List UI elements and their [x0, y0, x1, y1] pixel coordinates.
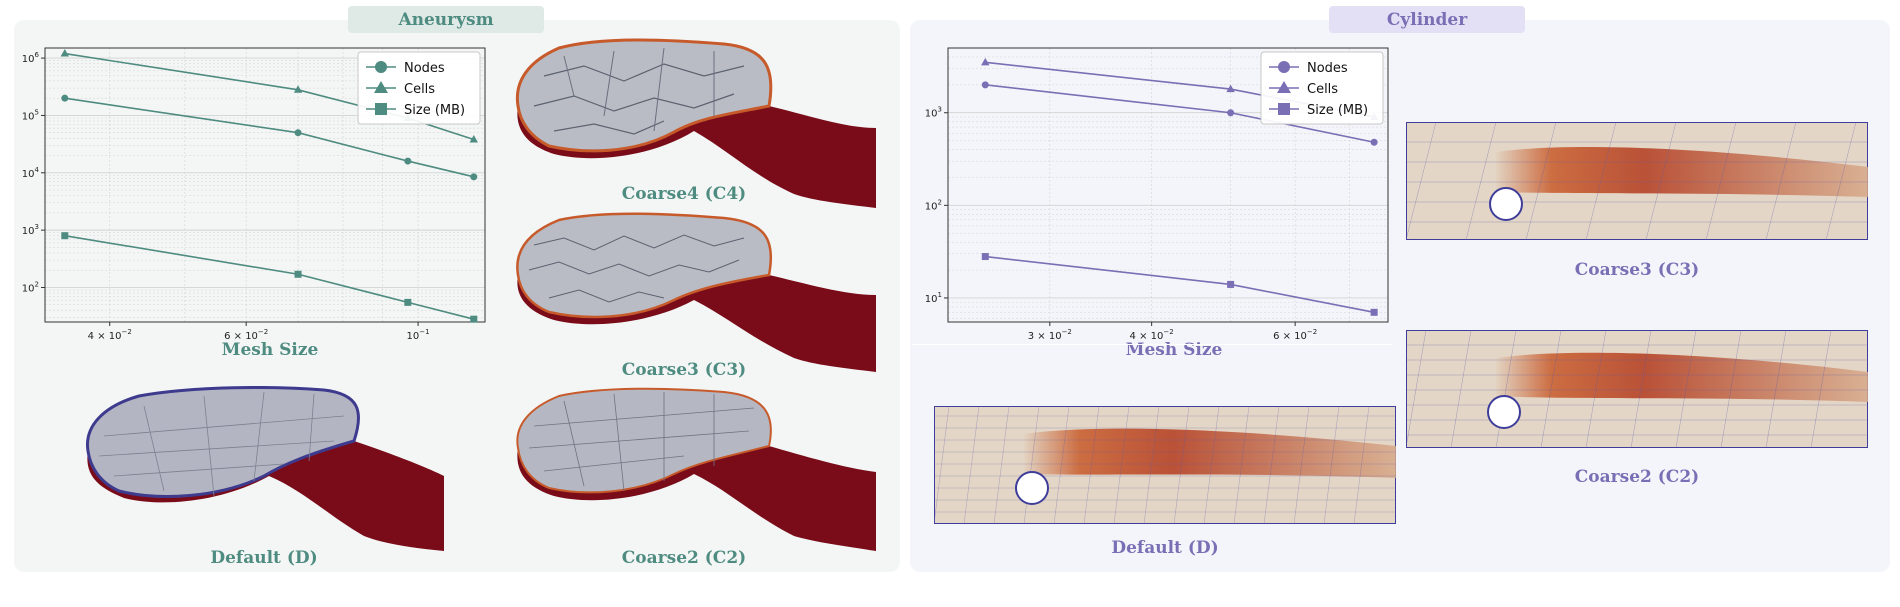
aneurysm-mesh-default — [86, 386, 444, 551]
x-tick-label: 4 × 10−2 — [88, 328, 132, 342]
y-tick-label: 103 — [925, 106, 942, 120]
data-point — [293, 85, 303, 93]
cylinder-flow-default — [934, 406, 1396, 524]
x-tick-label: 4 × 10−2 — [1130, 328, 1174, 342]
cylinder-mesh-chart: 101 102 103 3 × 10−2 4 × 10−2 6 × 10−2 Nodes Ce… — [925, 47, 1389, 342]
legend-label: Size (MB) — [1307, 103, 1368, 118]
aneurysm-title: Aneurysm — [348, 6, 544, 33]
data-point — [981, 81, 989, 89]
x-tick-label: 6 × 10−2 — [224, 328, 268, 342]
plot-frame — [947, 47, 1389, 323]
cylinder-chart-xlabel: Mesh Size — [1125, 340, 1223, 360]
data-point — [294, 129, 302, 137]
data-point — [61, 232, 69, 240]
cylinder-flow-c3 — [1406, 122, 1868, 240]
aneurysm-c4-caption: Coarse4 (C4) — [621, 184, 747, 204]
cylinder-title: Cylinder — [1329, 6, 1525, 33]
legend-label: Cells — [1307, 82, 1338, 97]
legend-box — [357, 51, 481, 125]
data-point — [1227, 109, 1235, 117]
aneurysm-c3-caption: Coarse3 (C3) — [621, 360, 747, 380]
legend-marker-triangle — [374, 81, 388, 93]
data-point — [61, 94, 69, 102]
data-point — [470, 173, 478, 181]
legend-marker-square — [375, 103, 387, 115]
data-point — [1370, 138, 1378, 146]
data-point — [469, 135, 478, 143]
legend-marker-triangle — [1277, 81, 1291, 93]
legend-label: Cells — [404, 82, 435, 97]
series-line-nodes — [64, 97, 474, 178]
data-point — [1226, 84, 1235, 93]
data-point — [981, 253, 989, 261]
x-tick-label: 6 × 10−2 — [1273, 328, 1317, 342]
y-tick-label: 106 — [22, 51, 40, 65]
data-point — [1370, 308, 1378, 316]
minor-gridlines — [948, 47, 1388, 322]
y-tick-label: 103 — [22, 223, 39, 237]
cylinder-c2-caption: Coarse2 (C2) — [1574, 467, 1700, 487]
series-line-cells — [64, 52, 475, 141]
data-point — [404, 157, 412, 165]
data-point — [294, 270, 302, 278]
legend-label: Size (MB) — [404, 103, 465, 118]
y-tick-label: 102 — [925, 198, 942, 212]
legend-box — [1260, 51, 1384, 125]
aneurysm-mesh-c4 — [515, 38, 876, 208]
plot-frame — [44, 47, 486, 323]
cylinder-c3-caption: Coarse3 (C3) — [1574, 260, 1700, 280]
data-point — [60, 49, 70, 57]
aneurysm-mesh-c3 — [516, 212, 876, 372]
cylinder-default-caption: Default (D) — [1111, 538, 1219, 558]
data-point — [470, 315, 478, 323]
series-line-size-mb- — [64, 234, 474, 320]
data-point — [1227, 280, 1235, 288]
aneurysm-chart-xlabel: Mesh Size — [221, 340, 319, 360]
data-point — [981, 57, 990, 66]
y-tick-label: 101 — [925, 291, 942, 305]
legend-marker-circle — [1278, 61, 1290, 73]
x-tick-label: 3 × 10−2 — [1028, 328, 1072, 342]
aneurysm-c2-caption: Coarse2 (C2) — [621, 548, 747, 568]
x-tick-label: 10−1 — [407, 328, 430, 342]
y-tick-label: 102 — [22, 280, 39, 294]
y-tick-label: 105 — [22, 108, 39, 122]
data-point — [404, 298, 412, 306]
legend-marker-circle — [375, 61, 387, 73]
legend-label: Nodes — [404, 61, 445, 76]
y-tick-label: 104 — [22, 166, 40, 180]
aneurysm-mesh-c2 — [516, 387, 876, 551]
cylinder-flow-c2 — [1406, 330, 1868, 448]
legend-marker-square — [1278, 103, 1290, 115]
aneurysm-mesh-chart: 102 103 104 105 106 4 × 10−2 6 × 10−2 10−1 Nodes… — [22, 47, 486, 342]
chart-separator — [912, 344, 1392, 345]
aneurysm-default-caption: Default (D) — [210, 548, 318, 568]
legend-label: Nodes — [1307, 61, 1348, 76]
series-line-size-mb- — [985, 255, 1375, 314]
minor-gridlines — [45, 48, 485, 322]
